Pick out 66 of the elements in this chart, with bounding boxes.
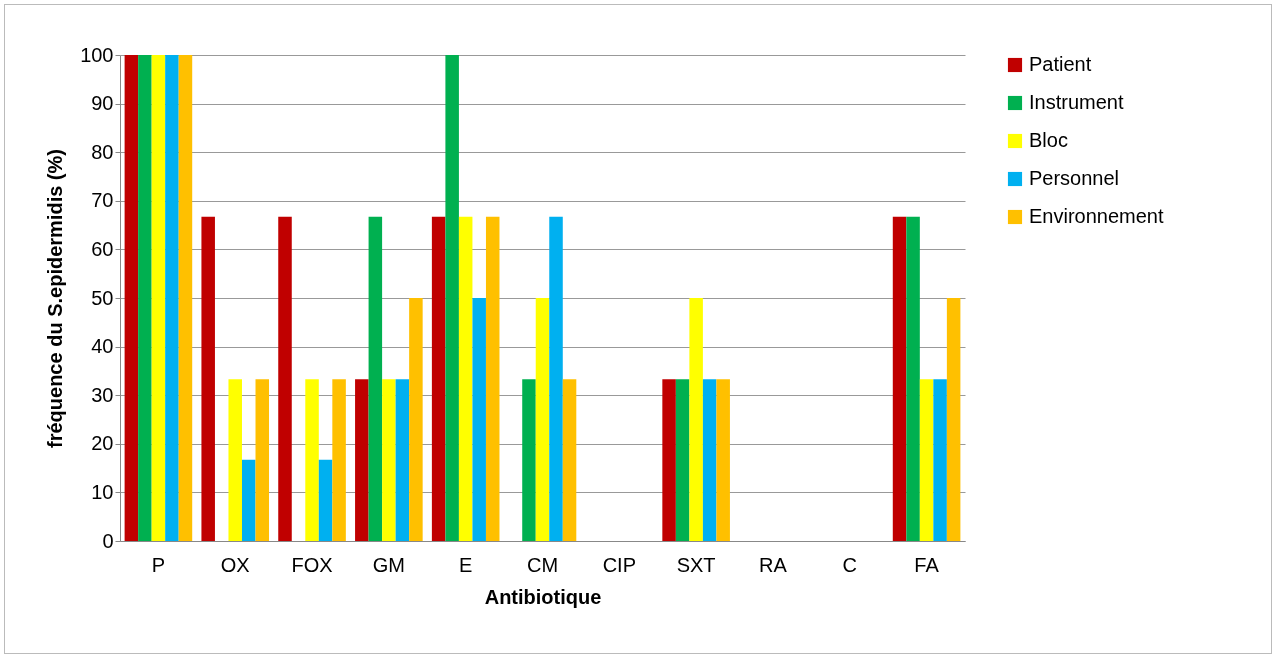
bar xyxy=(305,379,319,541)
bar xyxy=(332,379,346,541)
y-tick-label: 90 xyxy=(91,92,114,115)
bar xyxy=(919,379,934,541)
y-tick-label: 60 xyxy=(91,237,114,260)
x-tick-label: CIP xyxy=(602,553,636,576)
bar xyxy=(445,55,459,541)
x-tick-label: CM xyxy=(526,553,559,576)
bar xyxy=(409,298,423,541)
legend-label: Personnel xyxy=(1029,167,1120,189)
bar xyxy=(458,216,473,541)
y-tick-label: 100 xyxy=(80,43,114,66)
bar xyxy=(485,216,500,541)
y-axis-title: fréquence du S.epidermidis (%) xyxy=(44,149,67,448)
x-axis-title: Antibiotique xyxy=(484,585,602,608)
legend-label: Instrument xyxy=(1029,91,1124,113)
bar xyxy=(318,459,333,541)
bar xyxy=(165,55,179,541)
y-tick-label: 20 xyxy=(91,432,114,455)
x-tick-label: FA xyxy=(914,553,940,576)
bar xyxy=(522,379,536,541)
bar xyxy=(151,55,166,541)
x-tick-label: E xyxy=(459,553,473,576)
bar xyxy=(395,379,410,541)
bar xyxy=(933,379,947,541)
bar xyxy=(178,55,193,541)
legend-label: Patient xyxy=(1029,53,1092,75)
x-tick-label: OX xyxy=(220,553,250,576)
bar xyxy=(906,216,920,541)
bar xyxy=(535,298,550,541)
y-tick-label: 30 xyxy=(91,383,114,406)
y-tick-label: 80 xyxy=(91,140,114,163)
bar xyxy=(138,55,152,541)
bar xyxy=(124,55,139,541)
legend-label: Environnement xyxy=(1029,205,1164,227)
bar xyxy=(562,379,577,541)
bar xyxy=(278,216,292,541)
bar xyxy=(716,379,730,541)
bar xyxy=(472,298,486,541)
bar xyxy=(355,379,369,541)
bar xyxy=(946,298,961,541)
y-tick-label: 0 xyxy=(102,529,114,552)
y-tick-label: 10 xyxy=(91,480,114,503)
bar xyxy=(368,216,383,541)
x-tick-label: GM xyxy=(372,553,405,576)
legend-label: Bloc xyxy=(1029,129,1068,151)
x-tick-label: C xyxy=(842,553,857,576)
x-tick-label: P xyxy=(151,553,166,576)
bar xyxy=(689,298,703,541)
bar xyxy=(892,216,907,541)
y-tick-label: 70 xyxy=(91,189,114,212)
bar xyxy=(431,216,446,541)
bar xyxy=(382,379,396,541)
bar xyxy=(702,379,717,541)
x-tick-label: SXT xyxy=(676,553,716,576)
y-tick-label: 50 xyxy=(91,286,114,309)
x-tick-label: FOX xyxy=(291,553,333,576)
bar xyxy=(228,379,242,541)
bar xyxy=(241,459,256,541)
bar xyxy=(201,216,215,541)
bar xyxy=(675,379,690,541)
bar xyxy=(662,379,676,541)
y-tick-label: 40 xyxy=(91,335,114,358)
x-tick-label: RA xyxy=(759,553,788,576)
bar xyxy=(255,379,270,541)
bar xyxy=(549,216,563,541)
